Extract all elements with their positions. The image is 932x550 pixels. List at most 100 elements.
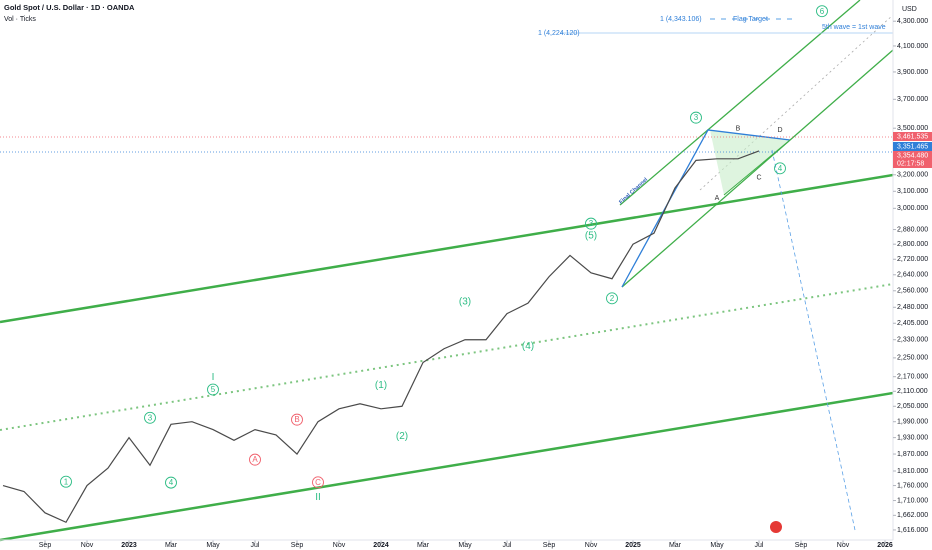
flag-area <box>710 130 790 195</box>
x-tick-label: Sep <box>795 542 808 549</box>
drawing-label: 5th wave = 1st wave <box>822 24 886 31</box>
final-channel-mid <box>699 14 894 191</box>
wave-label: C <box>756 175 761 182</box>
projection <box>771 149 856 531</box>
wave-circle <box>774 162 786 175</box>
y-tick-label: 2,170.000 <box>897 374 928 381</box>
y-tick-label: 3,200.000 <box>897 172 928 179</box>
y-tick-label: 2,560.000 <box>897 288 928 295</box>
y-tick-label: 4,100.000 <box>897 43 928 50</box>
y-tick-label: 3,100.000 <box>897 188 928 195</box>
price-tag-bg <box>893 142 932 151</box>
channel-middle <box>0 283 894 431</box>
y-tick-label: 3,000.000 <box>897 205 928 212</box>
wave-label: D <box>777 127 782 134</box>
wave-label: I <box>212 372 215 383</box>
y-tick-label: 1,990.000 <box>897 419 928 426</box>
price-tag: 3,461.535 <box>897 133 928 140</box>
y-tick-label: 1,616.000 <box>897 527 928 534</box>
x-tick-label: Jul <box>251 542 260 549</box>
price-tag: 3,354.480 <box>897 152 928 159</box>
flag-lower <box>723 139 791 196</box>
wave-circle <box>606 292 618 305</box>
wave-circle <box>816 5 828 18</box>
x-tick-label: 2024 <box>373 542 389 549</box>
wave-label: 1 <box>64 477 69 486</box>
x-tick-label: Sep <box>291 542 304 549</box>
drawings <box>0 0 894 542</box>
y-tick-label: 1,662.000 <box>897 512 928 519</box>
wave-label: 2 <box>610 294 615 303</box>
x-tick-label: 2026 <box>877 542 893 549</box>
y-tick-label: 3,700.000 <box>897 96 928 103</box>
x-tick-label: Jul <box>503 542 512 549</box>
wave-circle <box>291 413 303 426</box>
wave-label: (5) <box>585 231 597 242</box>
drawing-label: 1 (4,224.120) <box>538 30 580 37</box>
y-tick-label: 2,405.000 <box>897 320 928 327</box>
x-tick-label: Mar <box>165 542 178 549</box>
wave-circle <box>60 475 72 488</box>
x-tick-label: Nov <box>585 542 598 549</box>
wave-label: 5 <box>211 385 216 394</box>
y-tick-label: 4,300.000 <box>897 18 928 25</box>
y-tick-label: 1,930.000 <box>897 434 928 441</box>
price-tag: 02:17:58 <box>897 160 924 167</box>
wave-label: (2) <box>396 431 408 442</box>
wave-label: 3 <box>148 413 153 422</box>
y-tick-label: 1,810.000 <box>897 468 928 475</box>
x-tick-label: May <box>710 542 724 549</box>
x-tick-label: Nov <box>81 542 94 549</box>
y-tick-label: 2,720.000 <box>897 256 928 263</box>
y-tick-label: 2,110.000 <box>897 388 928 395</box>
x-tick-label: May <box>206 542 220 549</box>
wave-circle <box>312 476 324 489</box>
wave-label: 4 <box>169 478 174 487</box>
x-tick-label: Sep <box>543 542 556 549</box>
y-axis-label: USD <box>902 6 917 13</box>
price-tag: 3,351.465 <box>897 143 928 150</box>
y-tick-label: 2,880.000 <box>897 226 928 233</box>
wave-label: A <box>252 455 258 464</box>
wave-label: C <box>315 478 321 487</box>
y-tick-label: 2,480.000 <box>897 304 928 311</box>
y-tick-label: 2,050.000 <box>897 403 928 410</box>
wave-label: B <box>736 126 741 133</box>
price-line <box>2 150 760 524</box>
wave-circle <box>165 476 177 489</box>
price-tag-bg <box>893 151 932 168</box>
price-tag-bg <box>893 132 932 141</box>
x-tick-label: Nov <box>837 542 850 549</box>
wave-label: 6 <box>820 7 825 16</box>
wave-circle <box>585 217 597 230</box>
wave-label: 3 <box>589 219 594 228</box>
x-tick-label: Mar <box>417 542 430 549</box>
drawing-label: 1 (4,343.106) <box>660 16 702 23</box>
channel-upper <box>0 173 894 324</box>
x-tick-label: Jul <box>755 542 764 549</box>
wave-label: 4 <box>778 164 783 173</box>
y-tick-label: 1,870.000 <box>897 451 928 458</box>
wave-circle <box>144 411 156 424</box>
channel-lower <box>0 391 894 542</box>
final-channel-lower <box>621 49 894 288</box>
x-tick-label: Sep <box>39 542 52 549</box>
wave-label: B <box>294 415 299 424</box>
y-tick-label: 2,250.000 <box>897 355 928 362</box>
final-channel-upper <box>619 0 861 206</box>
y-tick-label: 2,330.000 <box>897 337 928 344</box>
y-tick-label: 3,500.000 <box>897 125 928 132</box>
y-tick-label: 2,640.000 <box>897 272 928 279</box>
x-tick-label: 2023 <box>121 542 137 549</box>
y-tick-label: 2,800.000 <box>897 241 928 248</box>
wave-label: (3) <box>459 297 471 308</box>
x-tick-label: Mar <box>669 542 682 549</box>
y-tick-label: 3,900.000 <box>897 69 928 76</box>
subtitle: Vol · Ticks <box>4 16 36 23</box>
wave-label: (4) <box>522 341 534 352</box>
x-tick-label: May <box>458 542 472 549</box>
wave-circle <box>249 453 261 466</box>
x-tick-label: 2025 <box>625 542 641 549</box>
y-tick-label: 1,710.000 <box>897 497 928 504</box>
